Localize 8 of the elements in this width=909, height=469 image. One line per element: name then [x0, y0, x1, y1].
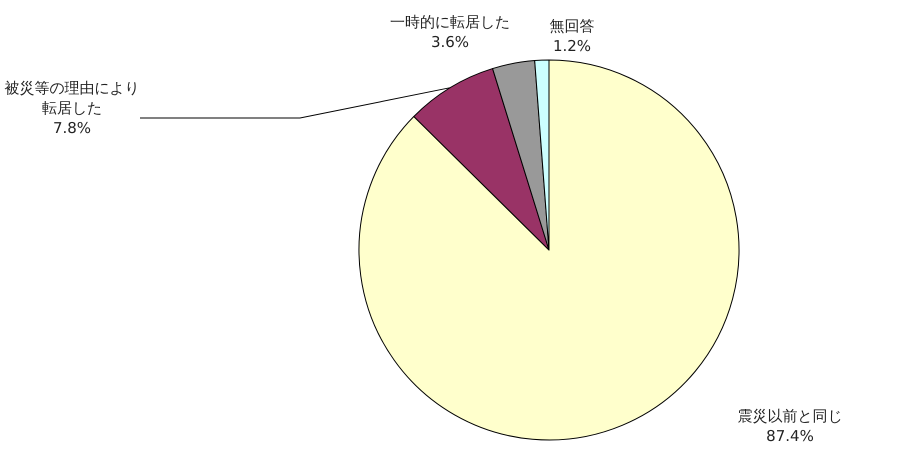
data-label: 1.2%: [552, 36, 592, 56]
slice-label: 震災以前と同じ: [736, 406, 844, 426]
data-label: 7.8%: [52, 118, 92, 138]
slice-label: 一時的に転居した: [389, 12, 511, 32]
data-label: 3.6%: [430, 32, 470, 52]
slice-label: 無回答: [548, 16, 596, 36]
slice-label: 被災等の理由により転居した: [4, 78, 140, 118]
data-label: 87.4%: [765, 426, 815, 446]
